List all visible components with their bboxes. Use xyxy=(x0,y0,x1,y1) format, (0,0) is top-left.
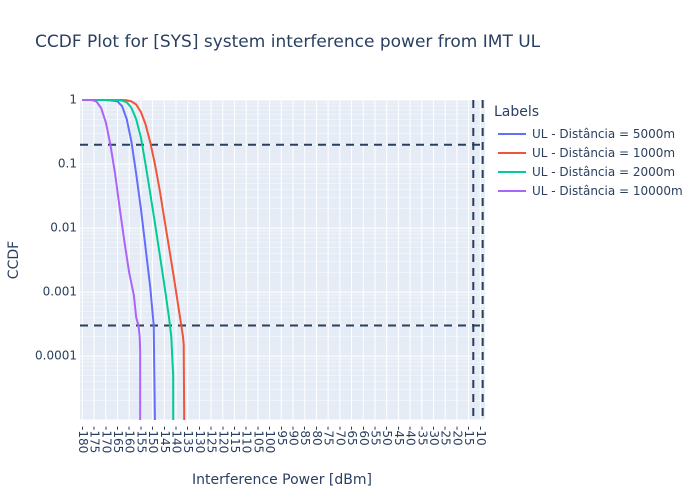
chart-title: CCDF Plot for [SYS] system interference … xyxy=(35,32,541,52)
legend-swatch xyxy=(498,151,526,154)
y-axis-ticks: 1 0.1 0.01 0.001 0.0001 xyxy=(35,93,77,363)
x-tick-label: -100 xyxy=(263,426,277,453)
legend-swatch xyxy=(498,189,526,192)
x-tick-label: -150 xyxy=(146,426,160,453)
legend-title: Labels xyxy=(494,104,540,120)
x-tick-label: -20 xyxy=(450,426,464,446)
x-tick-label: -50 xyxy=(380,426,394,446)
x-tick-label: -115 xyxy=(228,426,242,453)
series-line-2 xyxy=(82,99,186,421)
x-tick-label: -145 xyxy=(158,426,172,453)
y-axis-label: CCDF xyxy=(6,241,22,279)
x-tick-label: -170 xyxy=(99,426,113,453)
legend-swatch xyxy=(498,132,526,135)
x-axis-ticks: -180-175-170-165-160-155-150-145-140-135… xyxy=(76,426,488,453)
x-tick-label: -85 xyxy=(298,426,312,446)
x-tick-label: -155 xyxy=(134,426,148,453)
x-tick-label: -70 xyxy=(333,426,347,446)
legend-item[interactable]: UL - Distância = 10000m xyxy=(494,181,683,200)
x-tick-label: -35 xyxy=(415,426,429,446)
x-tick-label: -135 xyxy=(181,426,195,453)
series-lines xyxy=(82,99,186,421)
x-tick-label: -175 xyxy=(88,426,102,453)
x-tick-label: -55 xyxy=(368,426,382,446)
x-tick-label: -30 xyxy=(427,426,441,446)
legend-item[interactable]: UL - Distância = 2000m xyxy=(494,162,683,181)
y-tick-label: 1 xyxy=(69,93,77,107)
grid xyxy=(80,99,485,421)
x-tick-label: -15 xyxy=(462,426,476,446)
series-line-3 xyxy=(82,99,175,420)
x-tick-label: -75 xyxy=(322,426,336,446)
x-tick-label: -130 xyxy=(193,426,207,453)
x-tick-label: -160 xyxy=(123,426,137,453)
x-tick-label: -165 xyxy=(111,426,125,453)
y-tick-label: 0.0001 xyxy=(35,349,77,363)
legend: Labels UL - Distância = 5000m UL - Distân… xyxy=(494,104,683,200)
legend-items: UL - Distância = 5000m UL - Distância = 1… xyxy=(494,124,683,200)
x-tick-label: -65 xyxy=(345,426,359,446)
legend-item[interactable]: UL - Distância = 5000m xyxy=(494,124,683,143)
legend-label: UL - Distância = 1000m xyxy=(532,145,676,160)
x-tick-label: -95 xyxy=(275,426,289,446)
y-tick-label: 0.01 xyxy=(50,221,77,235)
x-tick-label: -180 xyxy=(76,426,90,453)
series-line-4 xyxy=(82,99,142,420)
legend-label: UL - Distância = 10000m xyxy=(532,183,683,198)
x-tick-label: -60 xyxy=(357,426,371,446)
x-tick-label: -110 xyxy=(240,426,254,453)
x-tick-label: -90 xyxy=(287,426,301,446)
x-tick-label: -105 xyxy=(251,426,265,453)
legend-label: UL - Distância = 2000m xyxy=(532,164,676,179)
x-tick-label: -45 xyxy=(392,426,406,446)
legend-item[interactable]: UL - Distância = 1000m xyxy=(494,143,683,162)
x-tick-label: -25 xyxy=(439,426,453,446)
x-tick-label: -40 xyxy=(404,426,418,446)
x-tick-label: -125 xyxy=(205,426,219,453)
reference-lines xyxy=(80,100,485,420)
x-axis-label: Interference Power [dBm] xyxy=(192,472,372,488)
x-tick-label: -120 xyxy=(216,426,230,453)
legend-label: UL - Distância = 5000m xyxy=(532,126,676,141)
legend-swatch xyxy=(498,170,526,173)
x-tick-label: -140 xyxy=(169,426,183,453)
x-tick-label: -10 xyxy=(474,426,488,446)
y-tick-label: 0.001 xyxy=(43,285,77,299)
y-tick-label: 0.1 xyxy=(58,157,77,171)
x-tick-label: -80 xyxy=(310,426,324,446)
